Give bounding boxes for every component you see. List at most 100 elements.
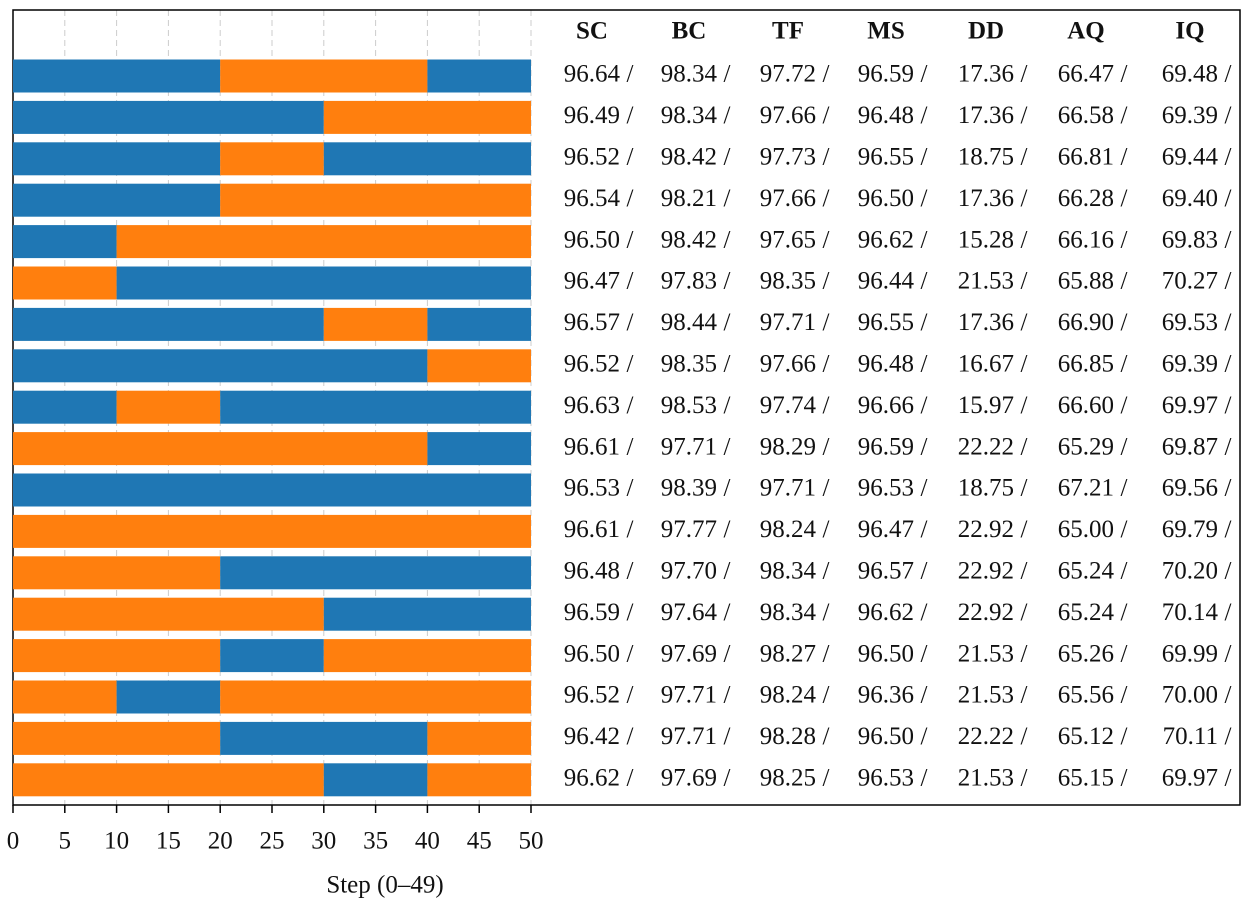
separator: / <box>1121 599 1128 626</box>
separator: / <box>627 268 634 295</box>
bar-segment <box>13 307 324 341</box>
x-tick-label: 50 <box>519 828 544 855</box>
table-cell: 97.72 <box>760 61 816 88</box>
separator: / <box>1225 599 1232 626</box>
separator: / <box>921 475 928 502</box>
separator: / <box>1225 144 1232 171</box>
x-tick-label: 30 <box>311 828 336 855</box>
separator: / <box>1021 599 1028 626</box>
table-cell: 98.28 <box>760 723 816 750</box>
table-cell: 96.52 <box>564 351 620 378</box>
separator: / <box>1021 309 1028 336</box>
table-cell: 98.34 <box>760 599 817 626</box>
separator: / <box>724 185 731 212</box>
separator: / <box>1225 765 1232 792</box>
bar-segment <box>13 514 531 548</box>
separator: / <box>627 102 634 129</box>
column-header: TF <box>772 18 804 45</box>
bar-segment <box>116 390 221 424</box>
table-cell: 66.16 <box>1058 226 1114 253</box>
bar-segment <box>13 225 117 259</box>
table-cell: 17.36 <box>958 185 1014 212</box>
column-header: IQ <box>1175 18 1204 45</box>
bar-segment <box>220 59 428 93</box>
table-cell: 97.71 <box>760 475 816 502</box>
x-tick-label: 40 <box>415 828 440 855</box>
bar-segment <box>323 100 531 134</box>
separator: / <box>724 682 731 709</box>
column-header: AQ <box>1067 18 1105 45</box>
separator: / <box>1021 61 1028 88</box>
separator: / <box>1121 558 1128 585</box>
bar-segment <box>220 142 324 176</box>
separator: / <box>1225 558 1232 585</box>
separator: / <box>1121 516 1128 543</box>
table-cell: 65.15 <box>1058 765 1114 792</box>
table-cell: 65.88 <box>1058 268 1114 295</box>
separator: / <box>724 558 731 585</box>
separator: / <box>921 61 928 88</box>
x-tick-label: 0 <box>7 828 20 855</box>
separator: / <box>724 144 731 171</box>
separator: / <box>627 392 634 419</box>
table-cell: 97.66 <box>760 185 816 212</box>
separator: / <box>1225 185 1232 212</box>
table-cell: 69.39 <box>1162 351 1218 378</box>
bar-segment <box>323 597 531 631</box>
table-cell: 18.75 <box>958 475 1014 502</box>
bar-segment <box>220 721 428 755</box>
table-cell: 98.35 <box>760 268 816 295</box>
table-cell: 66.60 <box>1058 392 1114 419</box>
table-cell: 69.44 <box>1162 144 1219 171</box>
table-cell: 96.50 <box>858 723 914 750</box>
bar-segment <box>13 721 221 755</box>
separator: / <box>1121 268 1128 295</box>
table-cell: 97.83 <box>661 268 717 295</box>
separator: / <box>823 185 830 212</box>
table-cell: 70.20 <box>1162 558 1218 585</box>
separator: / <box>627 558 634 585</box>
table-cell: 96.47 <box>564 268 620 295</box>
table-cell: 17.36 <box>958 61 1014 88</box>
table-cell: 96.48 <box>858 351 914 378</box>
table-cell: 69.97 <box>1162 392 1218 419</box>
table-cell: 96.62 <box>858 226 914 253</box>
table-cell: 65.12 <box>1058 723 1114 750</box>
separator: / <box>921 102 928 129</box>
bar-segment <box>13 763 324 797</box>
separator: / <box>724 475 731 502</box>
separator: / <box>823 475 830 502</box>
separator: / <box>627 516 634 543</box>
separator: / <box>1021 144 1028 171</box>
separator: / <box>1121 392 1128 419</box>
table-cell: 65.00 <box>1058 516 1114 543</box>
separator: / <box>1225 226 1232 253</box>
separator: / <box>1121 475 1128 502</box>
separator: / <box>823 765 830 792</box>
table-cell: 96.57 <box>858 558 914 585</box>
separator: / <box>921 268 928 295</box>
separator: / <box>921 765 928 792</box>
table-cell: 96.63 <box>564 392 620 419</box>
table-cell: 98.53 <box>661 392 717 419</box>
separator: / <box>1121 765 1128 792</box>
table-cell: 69.56 <box>1162 475 1218 502</box>
table-cell: 96.36 <box>858 682 914 709</box>
table-cell: 96.59 <box>564 599 620 626</box>
table-cell: 16.67 <box>958 351 1014 378</box>
separator: / <box>921 433 928 460</box>
table-cell: 96.55 <box>858 309 914 336</box>
table-cell: 96.59 <box>858 433 914 460</box>
bar-segment <box>13 183 221 217</box>
table-cell: 15.28 <box>958 226 1014 253</box>
table-cell: 98.24 <box>760 682 817 709</box>
bar-segment <box>427 59 531 93</box>
bar-segment <box>427 763 531 797</box>
separator: / <box>1225 682 1232 709</box>
table-cell: 98.35 <box>661 351 717 378</box>
table-cell: 96.62 <box>858 599 914 626</box>
table-cell: 96.55 <box>858 144 914 171</box>
separator: / <box>724 351 731 378</box>
separator: / <box>1225 61 1232 88</box>
bar-segment <box>323 307 428 341</box>
